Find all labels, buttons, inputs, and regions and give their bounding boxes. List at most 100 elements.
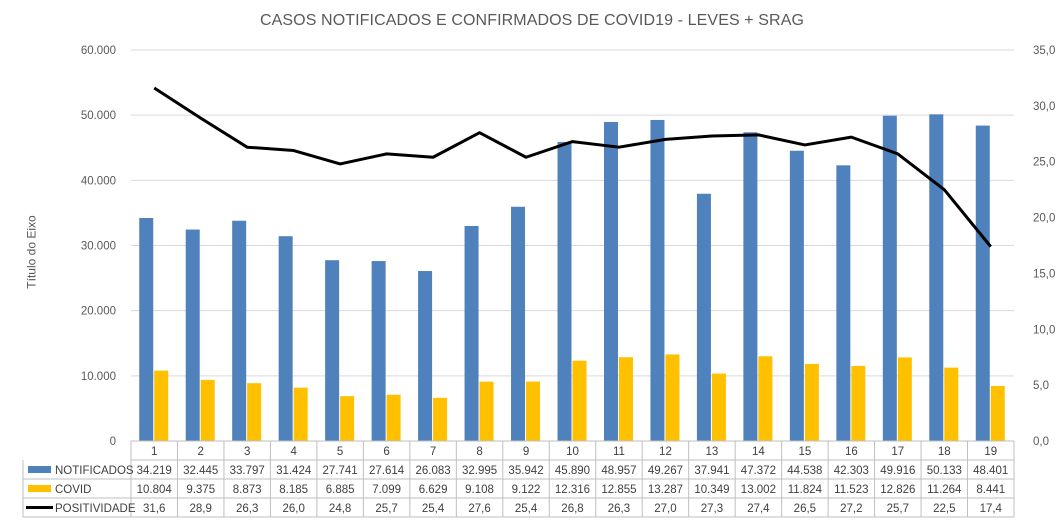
legend-key-notificados (28, 466, 51, 473)
x-tick-label: 19 (984, 446, 997, 458)
y-tick-label-left: 40.000 (81, 175, 116, 187)
bar-notificados (278, 236, 293, 441)
bar-covid (758, 356, 773, 441)
data-label: 47.372 (741, 465, 776, 477)
data-label: 27.614 (369, 465, 405, 477)
y-tick-label-left: 10.000 (81, 371, 116, 383)
data-label: 34.219 (137, 465, 172, 477)
data-label: 12.826 (880, 484, 915, 496)
data-label: 22,5 (933, 503, 955, 515)
bar-covid (200, 379, 215, 441)
x-tick-label: 7 (430, 446, 436, 458)
bar-notificados (603, 121, 618, 441)
bar-notificados (650, 119, 665, 441)
data-label: 13.287 (648, 484, 683, 496)
data-label: 12.855 (601, 484, 636, 496)
data-label: 9.122 (512, 484, 541, 496)
data-label: 31.424 (276, 465, 312, 477)
y-tick-label-left: 20.000 (81, 306, 116, 318)
y-tick-label-right: 10,0 (1033, 324, 1055, 336)
data-label: 49.267 (648, 465, 683, 477)
data-label: 6.629 (419, 484, 448, 496)
y-tick-label-right: 35,0 (1033, 45, 1055, 57)
data-label: 27,6 (468, 503, 490, 515)
x-tick-label: 9 (523, 446, 529, 458)
legend-label: NOTIFICADOS (55, 465, 134, 477)
data-label: 6.885 (326, 484, 355, 496)
x-tick-label: 8 (476, 446, 482, 458)
x-tick-label: 3 (244, 446, 250, 458)
bar-covid (944, 367, 959, 441)
data-label: 17,4 (980, 503, 1003, 515)
chart-title: CASOS NOTIFICADOS E CONFIRMADOS DE COVID… (259, 12, 805, 29)
bar-notificados (557, 141, 572, 441)
data-label: 50.133 (927, 465, 962, 477)
bar-covid (804, 363, 819, 441)
bar-covid (665, 354, 680, 441)
data-label: 10.804 (137, 484, 173, 496)
data-label: 26,0 (282, 503, 304, 515)
bar-notificados (975, 125, 990, 441)
x-tick-label: 17 (891, 446, 904, 458)
bar-notificados (743, 132, 758, 441)
data-label: 35.942 (508, 465, 543, 477)
bar-notificados (371, 261, 386, 441)
bar-notificados (418, 271, 433, 441)
y-axis-left: 0 10.000 20.000 30.000 40.000 50.000 60.000 (81, 45, 116, 448)
x-tick-label: 2 (198, 446, 204, 458)
data-label: 11.523 (834, 484, 868, 496)
x-tick-label: 15 (798, 446, 811, 458)
data-label: 32.445 (183, 465, 218, 477)
y-tick-label-right: 25,0 (1033, 157, 1055, 169)
bar-covid (340, 396, 355, 441)
data-label: 26.083 (415, 465, 450, 477)
data-label: 25,4 (515, 503, 538, 515)
data-label: 31,6 (143, 503, 165, 515)
data-label: 10.349 (694, 484, 729, 496)
data-label: 27,2 (840, 503, 862, 515)
x-tick-label: 5 (337, 446, 343, 458)
bar-covid (293, 387, 308, 441)
legend-label: COVID (55, 484, 91, 496)
data-label: 24,8 (329, 503, 351, 515)
x-tick-label: 1 (151, 446, 157, 458)
data-label: 28,9 (190, 503, 212, 515)
bar-covid (711, 373, 726, 441)
x-tick-label: 6 (383, 446, 389, 458)
bar-covid (247, 383, 262, 441)
y-tick-label-right: 15,0 (1033, 268, 1055, 280)
bar-covid (990, 385, 1005, 441)
bar-covid (897, 357, 912, 441)
bar-covid (618, 357, 633, 441)
bar-notificados (464, 225, 479, 441)
bar-notificados (882, 115, 897, 442)
legend-key-covid (28, 485, 51, 492)
bar-notificados (789, 150, 804, 442)
data-label: 48.957 (601, 465, 636, 477)
bars (139, 114, 1005, 442)
data-label: 48.401 (973, 465, 1008, 477)
data-label: 27,3 (701, 503, 723, 515)
data-label: 45.890 (555, 465, 590, 477)
data-label: 8.185 (279, 484, 308, 496)
bar-covid (526, 381, 541, 441)
bar-notificados (696, 193, 711, 441)
y-tick-label-right: 20,0 (1033, 213, 1055, 225)
bar-notificados (836, 165, 851, 442)
data-label: 32.995 (462, 465, 497, 477)
bar-covid (433, 397, 448, 441)
bar-notificados (511, 206, 526, 441)
data-label: 25,4 (422, 503, 445, 515)
line-positividade (153, 86, 992, 248)
y-tick-label-right: 0,0 (1033, 436, 1049, 448)
data-label: 8.873 (233, 484, 262, 496)
data-label: 12.316 (555, 484, 590, 496)
data-label: 27.741 (323, 465, 358, 477)
y-tick-label-left: 30.000 (81, 241, 116, 253)
bar-covid (386, 394, 401, 441)
y-tick-label-right: 30,0 (1033, 101, 1055, 113)
data-table: 1 2 3 4 5 6 7 8 9 10 11 12 13 14 15 16 17 18 19NOTIFICADOS… (22, 440, 1015, 518)
y-tick-label-left: 50.000 (81, 110, 116, 122)
x-tick-label: 10 (566, 446, 579, 458)
